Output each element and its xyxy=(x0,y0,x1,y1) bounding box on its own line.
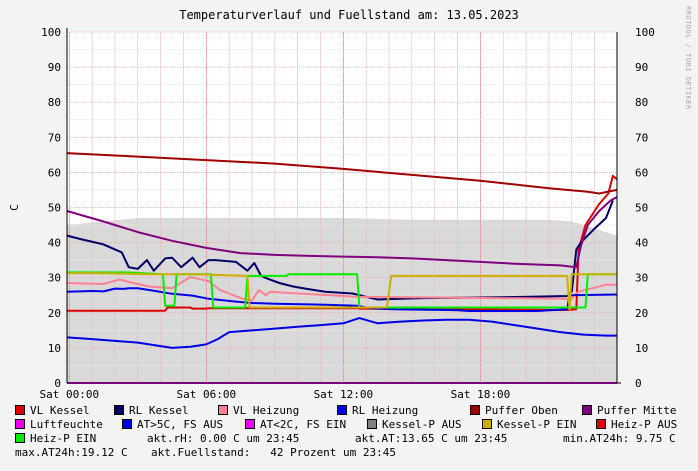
legend-swatch xyxy=(218,405,228,415)
legend-swatch xyxy=(367,419,377,429)
legend-label: Kessel-P EIN xyxy=(497,418,577,431)
legend-swatch xyxy=(15,419,25,429)
y-tick-label-right: 100 xyxy=(635,26,655,39)
y-tick-label: 80 xyxy=(48,96,61,109)
legend-item: AT<2C, FS EIN xyxy=(245,418,346,431)
legend-label: Luftfeuchte xyxy=(30,418,103,431)
legend-label: AT<2C, FS EIN xyxy=(260,418,347,431)
info-humidity: akt.rH: 0.00 C um 23:45 xyxy=(147,432,300,445)
legend-item: VL Heizung xyxy=(218,404,299,417)
legend-item: Kessel-P AUS xyxy=(367,418,461,431)
y-tick-label: 20 xyxy=(48,307,61,320)
legend-label: Puffer Mitte xyxy=(597,404,677,417)
y-tick-label-right: 50 xyxy=(635,202,648,215)
y-tick-label-right: 30 xyxy=(635,272,648,285)
legend-item: Puffer Mitte xyxy=(582,404,676,417)
legend-label: AT>5C, FS AUS xyxy=(137,418,224,431)
y-tick-label: 40 xyxy=(48,237,61,250)
legend-item: Puffer Oben xyxy=(470,404,558,417)
series-line xyxy=(67,272,617,311)
legend-item: RL Kessel xyxy=(114,404,189,417)
legend-item: Kessel-P EIN xyxy=(482,418,576,431)
x-tick-label: Sat 12:00 xyxy=(314,388,374,401)
x-tick-label: Sat 00:00 xyxy=(39,388,99,401)
y-tick-label: 30 xyxy=(48,272,61,285)
series-line xyxy=(66,276,617,302)
legend-swatch xyxy=(15,433,25,443)
legend-swatch xyxy=(114,405,124,415)
info-outside-temp: akt.AT:13.65 C um 23:45 xyxy=(355,432,508,445)
legend-swatch xyxy=(582,405,592,415)
y-tick-label-right: 70 xyxy=(635,131,648,144)
series-line xyxy=(67,174,618,312)
fill-level-area xyxy=(67,218,617,383)
series-line xyxy=(66,317,617,349)
series-line xyxy=(66,152,618,195)
info-max-temp: max.AT24h:19.12 C xyxy=(15,446,128,459)
series-line xyxy=(67,271,617,309)
legend-item: Heiz-P AUS xyxy=(596,418,677,431)
legend-label: RL Heizung xyxy=(352,404,419,417)
y-tick-label: 10 xyxy=(48,342,61,355)
y-axis-label: C xyxy=(8,204,21,211)
info-fill-level: akt.Fuellstand: 42 Prozent um 23:45 xyxy=(151,446,397,459)
y-tick-label: 70 xyxy=(48,131,61,144)
legend-swatch xyxy=(482,419,492,429)
legend-swatch xyxy=(596,419,606,429)
legend-label: VL Heizung xyxy=(233,404,300,417)
legend-swatch xyxy=(470,405,480,415)
y-tick-label: 50 xyxy=(48,202,61,215)
y-tick-label-right: 40 xyxy=(635,237,648,250)
legend-label: Kessel-P AUS xyxy=(382,418,462,431)
y-tick-label-right: 10 xyxy=(635,342,648,355)
legend-label: RL Kessel xyxy=(129,404,189,417)
legend-item: Luftfeuchte xyxy=(15,418,103,431)
y-tick-label-right: 0 xyxy=(635,377,642,390)
y-tick-label: 90 xyxy=(48,61,61,74)
watermark-text: RRDTOOL / TOBI OETIKER xyxy=(684,6,692,110)
legend-swatch xyxy=(122,419,132,429)
legend-item: Heiz-P EIN xyxy=(15,432,96,445)
legend-item: AT>5C, FS AUS xyxy=(122,418,223,431)
y-tick-label: 100 xyxy=(41,26,61,39)
y-tick-label-right: 80 xyxy=(635,96,648,109)
y-tick-label: 60 xyxy=(48,166,61,179)
y-tick-label-right: 60 xyxy=(635,166,648,179)
info-min-temp: min.AT24h: 9.75 C xyxy=(563,432,676,445)
legend-label: Heiz-P AUS xyxy=(611,418,678,431)
legend-swatch xyxy=(337,405,347,415)
legend-item: VL Kessel xyxy=(15,404,90,417)
legend-label: Heiz-P EIN xyxy=(30,432,97,445)
legend-item: RL Heizung xyxy=(337,404,418,417)
x-tick-label: Sat 06:00 xyxy=(177,388,237,401)
y-tick-label-right: 20 xyxy=(635,307,648,320)
chart-title: Temperaturverlauf und Fuellstand am: 13.… xyxy=(179,8,519,22)
series-line xyxy=(66,196,618,269)
y-tick-label-right: 90 xyxy=(635,61,648,74)
legend-label: Puffer Oben xyxy=(485,404,558,417)
y-tick-label: 0 xyxy=(54,377,61,390)
legend-swatch xyxy=(245,419,255,429)
legend-label: VL Kessel xyxy=(30,404,90,417)
series-line xyxy=(66,287,618,312)
x-tick-label: Sat 18:00 xyxy=(451,388,511,401)
legend-swatch xyxy=(15,405,25,415)
